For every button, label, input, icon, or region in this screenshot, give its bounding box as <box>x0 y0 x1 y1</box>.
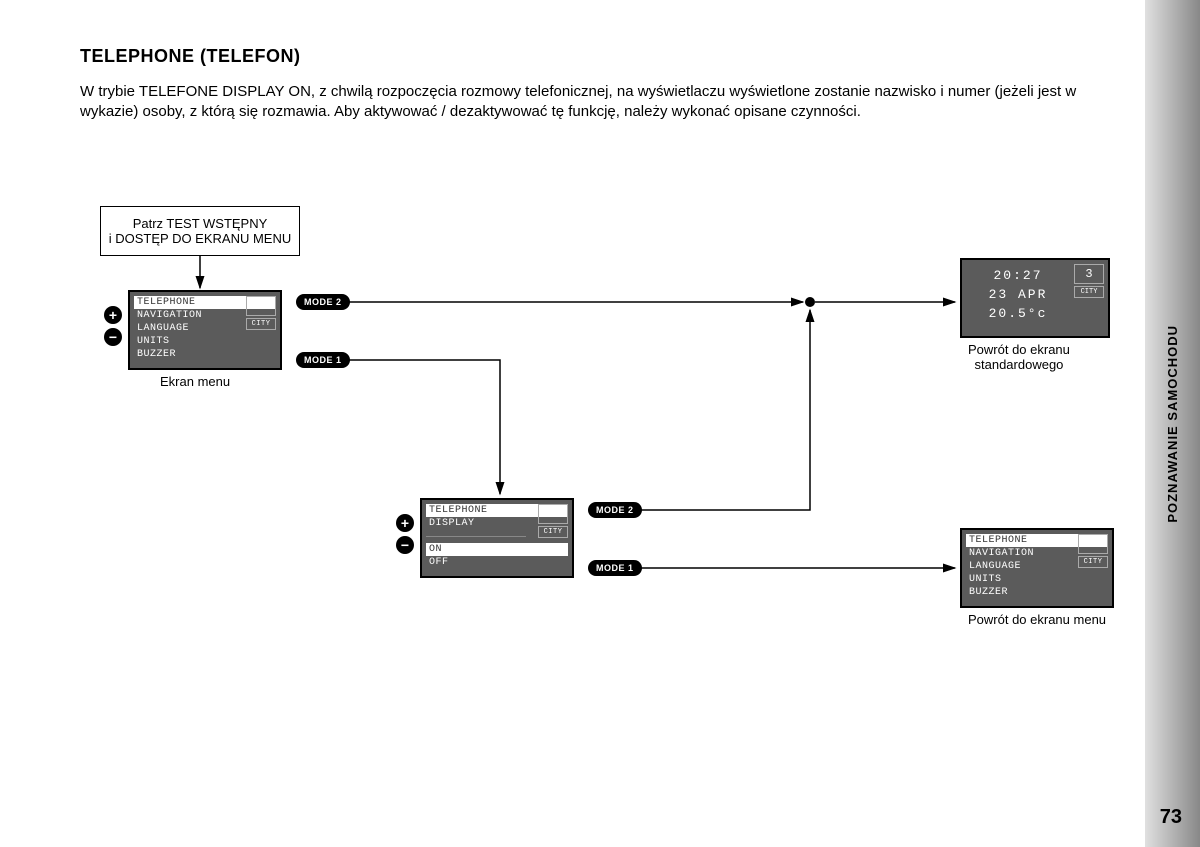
detail-item: OFF <box>426 556 568 569</box>
reference-box: Patrz TEST WSTĘPNY i DOSTĘP DO EKRANU ME… <box>100 206 300 256</box>
side-tab: POZNAWANIE SAMOCHODU <box>1145 0 1200 847</box>
gear-indicator: 3 CITY <box>246 296 276 330</box>
screen-standard: 20:27 23 APR 20.5°c 3 CITY <box>960 258 1110 338</box>
city-label: CITY <box>538 526 568 538</box>
detail-item: ON <box>426 543 568 556</box>
city-label: CITY <box>1078 556 1108 568</box>
caption-menu-return: Powrót do ekranu menu <box>968 612 1106 627</box>
mode1-button[interactable]: MODE 1 <box>296 352 350 368</box>
gear-indicator: 3 CITY <box>538 504 568 538</box>
menu-item: BUZZER <box>134 348 276 361</box>
city-label: CITY <box>246 318 276 330</box>
gear-value: 3 <box>246 296 276 316</box>
screen-menu-return: TELEPHONE NAVIGATION LANGUAGE UNITS BUZZ… <box>960 528 1114 608</box>
screen-menu: TELEPHONE NAVIGATION LANGUAGE UNITS BUZZ… <box>128 290 282 370</box>
mode1-button[interactable]: MODE 1 <box>588 560 642 576</box>
ref-line2: i DOSTĘP DO EKRANU MENU <box>109 231 292 246</box>
std-date: 23 APR <box>966 287 1070 302</box>
side-tab-text: POZNAWANIE SAMOCHODU <box>1165 325 1180 523</box>
page-number: 73 <box>1160 806 1182 829</box>
caption-standard: Powrót do ekranu standardowego <box>968 342 1070 372</box>
minus-button[interactable]: − <box>104 328 122 346</box>
std-temp: 20.5°c <box>966 306 1070 321</box>
plus-button[interactable]: + <box>396 514 414 532</box>
mode2-button[interactable]: MODE 2 <box>588 502 642 518</box>
mode2-button[interactable]: MODE 2 <box>296 294 350 310</box>
detail-list-bot: ON OFF <box>426 543 568 569</box>
menu-item: UNITS <box>134 335 276 348</box>
gear-value: 3 <box>1078 534 1108 554</box>
caption-line: standardowego <box>975 357 1064 372</box>
caption-line: Powrót do ekranu <box>968 342 1070 357</box>
ref-line1: Patrz TEST WSTĘPNY <box>133 216 268 231</box>
city-label: CITY <box>1074 286 1104 298</box>
menu-item: UNITS <box>966 573 1108 586</box>
screen-detail: TELEPHONE DISPLAY ON OFF 3 CITY <box>420 498 574 578</box>
plus-button[interactable]: + <box>104 306 122 324</box>
std-time: 20:27 <box>966 268 1070 283</box>
body-paragraph: W trybie TELEFONE DISPLAY ON, z chwilą r… <box>80 82 1130 123</box>
menu-item: BUZZER <box>966 586 1108 599</box>
gear-indicator: 3 CITY <box>1078 534 1108 568</box>
caption-menu: Ekran menu <box>160 374 230 389</box>
minus-button[interactable]: − <box>396 536 414 554</box>
gear-value: 3 <box>538 504 568 524</box>
gear-value: 3 <box>1074 264 1104 284</box>
page-title: TELEPHONE (TELEFON) <box>80 46 301 67</box>
flow-arrows <box>0 0 1200 847</box>
